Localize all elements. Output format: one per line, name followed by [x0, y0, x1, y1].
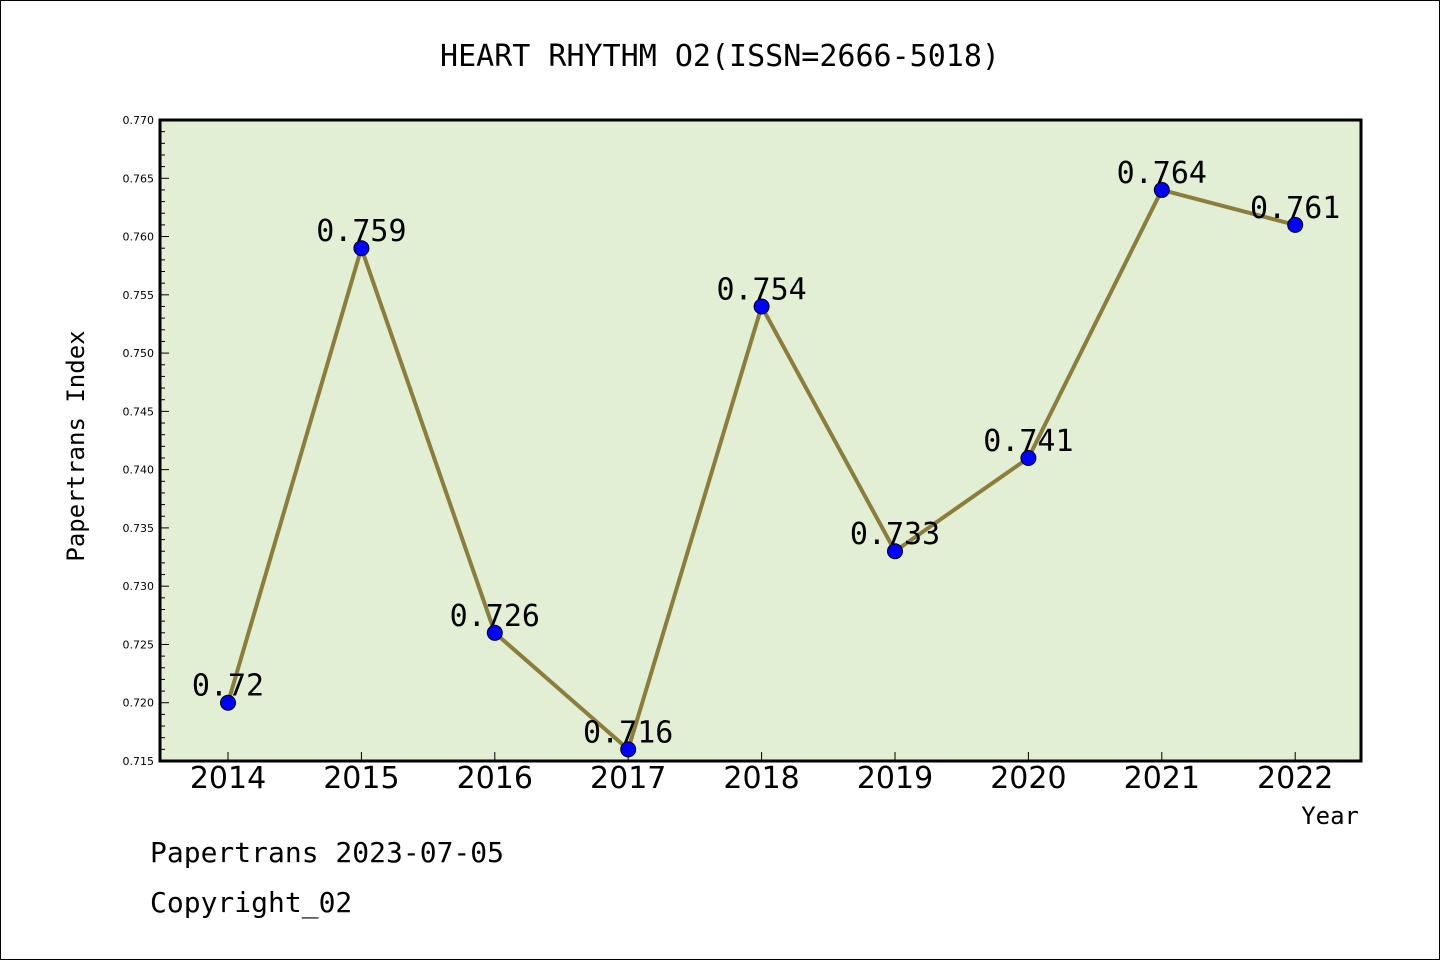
data-point — [1020, 449, 1037, 466]
data-point — [887, 543, 903, 560]
y-axis-label: Papertrans Index — [62, 330, 90, 561]
x-axis-label: Year — [1301, 802, 1359, 830]
data-point — [353, 240, 370, 257]
footer-date-text: Papertrans 2023-07-05 — [150, 836, 505, 869]
x-tick-label: 2022 — [1257, 761, 1333, 796]
y-tick-label: 0.720 — [123, 697, 155, 710]
y-tick-label: 0.725 — [123, 638, 155, 651]
data-point — [1153, 181, 1170, 198]
data-point — [1287, 216, 1304, 233]
data-point — [486, 624, 503, 641]
data-label: 0.764 — [1117, 156, 1207, 191]
y-tick-label: 0.730 — [123, 580, 155, 593]
y-tick-label: 0.735 — [123, 522, 155, 535]
plot-area — [158, 118, 1363, 763]
data-point — [753, 298, 770, 315]
data-label: 0.733 — [850, 517, 940, 552]
x-tick-label: 2016 — [457, 761, 533, 796]
x-tick-label: 2018 — [723, 761, 799, 796]
data-label: 0.716 — [583, 715, 673, 750]
x-tick-label: 2019 — [857, 761, 933, 796]
x-tick-label: 2014 — [190, 761, 266, 796]
y-tick-label: 0.755 — [123, 289, 155, 302]
x-tick-label: 2020 — [990, 761, 1066, 796]
footer-copyright-text: Copyright_02 — [150, 886, 353, 919]
x-tick-label: 2017 — [590, 761, 666, 796]
data-point — [220, 694, 236, 711]
x-tick-label: 2021 — [1124, 761, 1200, 796]
data-label: 0.72 — [192, 669, 264, 704]
data-label: 0.741 — [983, 424, 1073, 459]
data-label: 0.761 — [1250, 191, 1340, 226]
data-label: 0.726 — [450, 599, 540, 634]
y-tick-label: 0.765 — [123, 172, 155, 185]
y-tick-label: 0.750 — [123, 347, 155, 360]
data-label: 0.754 — [716, 272, 806, 307]
y-tick-label: 0.760 — [123, 231, 155, 244]
y-tick-label: 0.770 — [123, 114, 155, 127]
chart-title: HEART RHYTHM O2(ISSN=2666-5018) — [440, 39, 1000, 74]
data-label: 0.759 — [316, 214, 406, 249]
y-tick-label: 0.740 — [123, 464, 155, 477]
data-point — [620, 741, 637, 758]
y-tick-label: 0.745 — [123, 405, 155, 418]
x-tick-label: 2015 — [323, 761, 399, 796]
y-tick-label: 0.715 — [123, 755, 155, 768]
